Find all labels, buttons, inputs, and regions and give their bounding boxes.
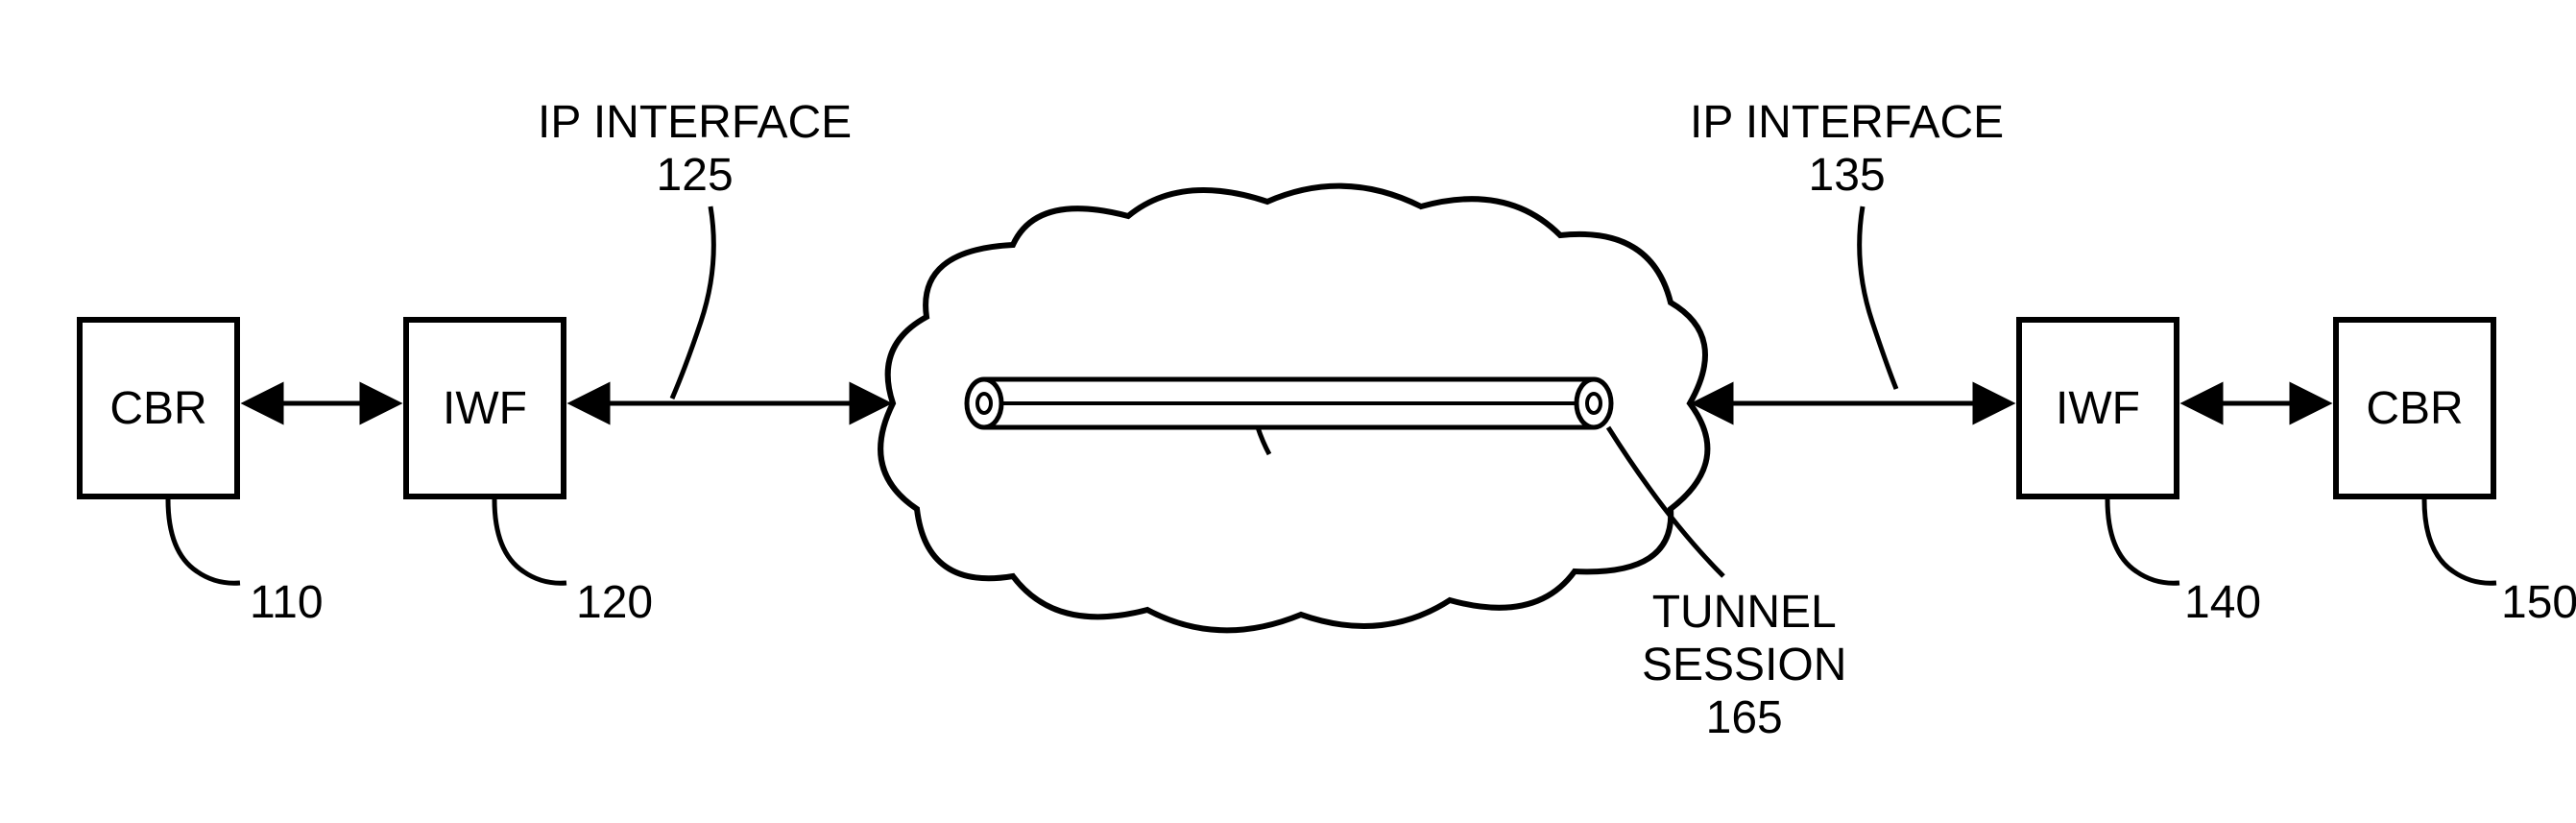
ip-network-label: IP NETWORK 130 bbox=[1109, 298, 1490, 351]
cbr-left-label: CBR bbox=[109, 382, 206, 435]
cbr-right-box: CBR bbox=[2333, 317, 2496, 499]
ref-150-label: 150 bbox=[2501, 576, 2576, 629]
iwf-left-box: IWF bbox=[403, 317, 566, 499]
tunnel-cylinder bbox=[967, 379, 1611, 427]
ref-140-label: 140 bbox=[2184, 576, 2261, 629]
cbr-left-box: CBR bbox=[77, 317, 240, 499]
ref-110-label: 110 bbox=[250, 576, 324, 629]
tunnel-session-label: TUNNEL SESSION 165 bbox=[1642, 586, 1846, 745]
ip-network-cloud bbox=[880, 186, 1707, 631]
diagram-canvas: CBR IWF IWF CBR IP INTERFACE 125 IP INTE… bbox=[0, 0, 2576, 823]
diagram-svg bbox=[0, 0, 2576, 823]
cbr-right-label: CBR bbox=[2366, 382, 2463, 435]
ip-interface-right-label: IP INTERFACE 135 bbox=[1690, 96, 2004, 202]
iwf-right-box: IWF bbox=[2016, 317, 2179, 499]
iwf-right-label: IWF bbox=[2056, 382, 2140, 435]
ref-120-label: 120 bbox=[576, 576, 653, 629]
iwf-left-label: IWF bbox=[443, 382, 527, 435]
tunnel-label: TUNNEL 160 bbox=[1143, 456, 1415, 509]
ip-interface-left-label: IP INTERFACE 125 bbox=[538, 96, 852, 202]
